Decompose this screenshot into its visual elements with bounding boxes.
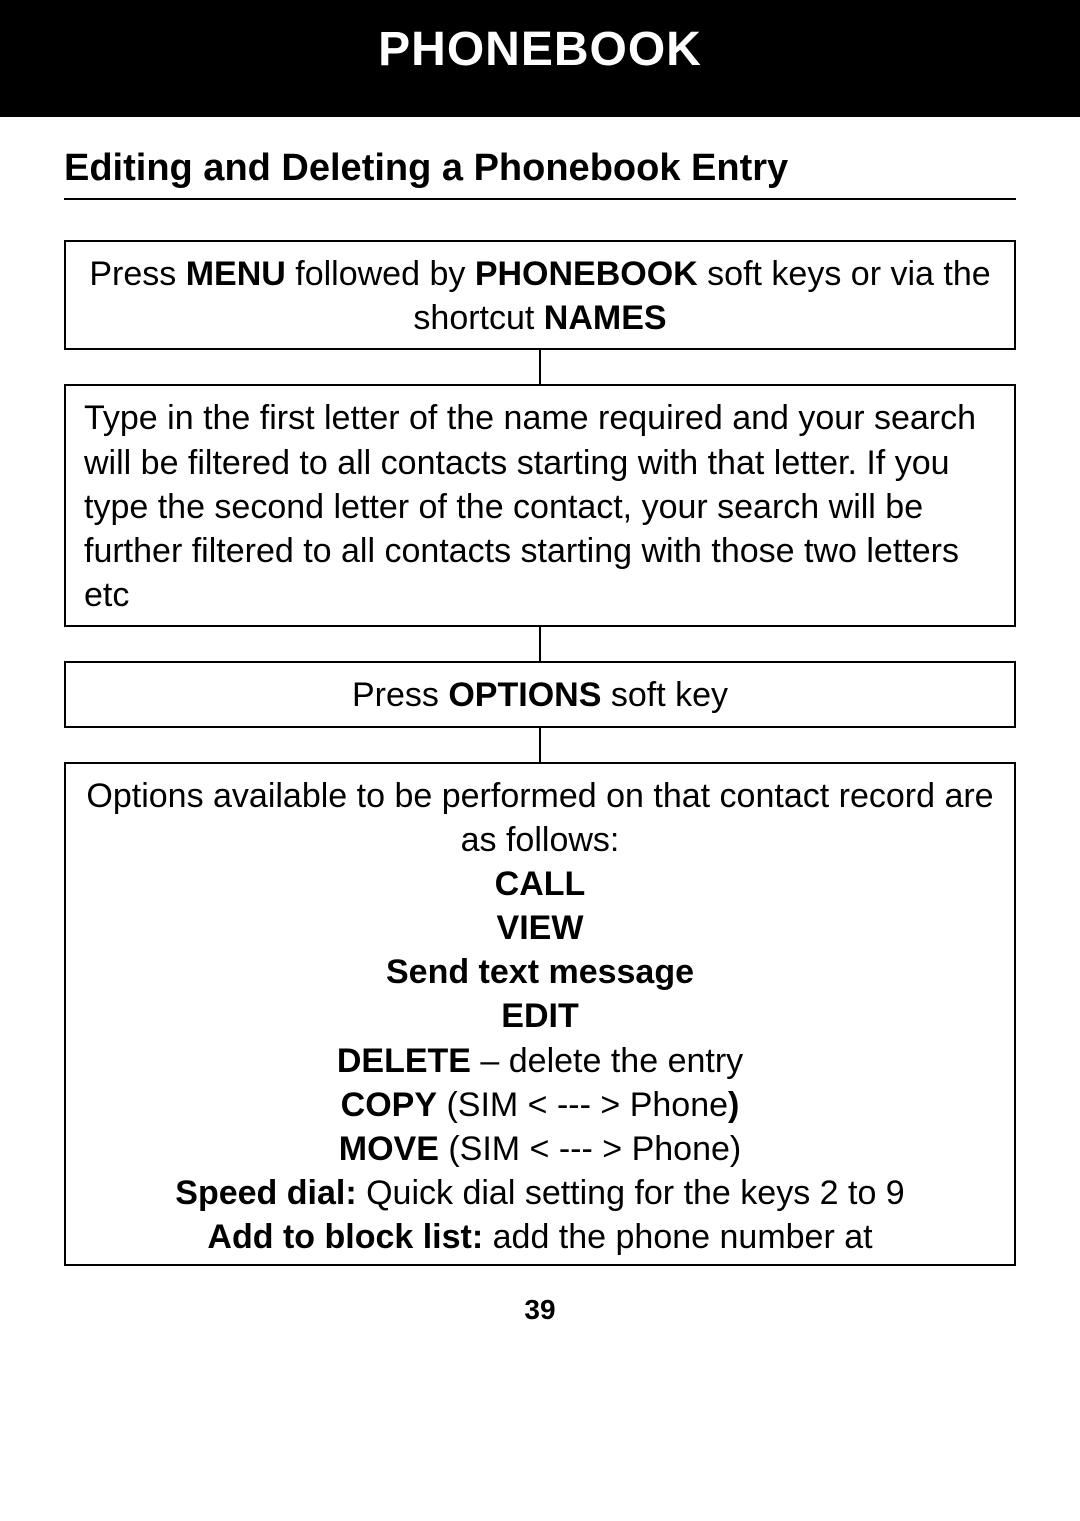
text: – delete the entry — [471, 1042, 743, 1080]
text: Press — [352, 676, 448, 714]
option-move: MOVE (SIM < --- > Phone) — [84, 1127, 996, 1171]
flow-connector — [539, 728, 541, 762]
text: (SIM < --- > Phone — [437, 1086, 728, 1124]
bold-label: MOVE — [339, 1130, 439, 1168]
step-box-1: Press MENU followed by PHONEBOOK soft ke… — [64, 240, 1016, 350]
text: Type in the first letter of the name req… — [84, 399, 976, 614]
option-copy: COPY (SIM < --- > Phone) — [84, 1083, 996, 1127]
page-title: PHONEBOOK — [0, 22, 1080, 77]
bold-label: Add to block list: — [207, 1218, 483, 1256]
flow-connector — [539, 350, 541, 384]
step-box-2: Type in the first letter of the name req… — [64, 384, 1016, 627]
phonebook-key-label: PHONEBOOK — [475, 255, 698, 293]
section-heading: Editing and Deleting a Phonebook Entry — [64, 147, 1016, 200]
text: add the phone number at — [483, 1218, 872, 1256]
flowchart: Press MENU followed by PHONEBOOK soft ke… — [64, 240, 1016, 1266]
text: (SIM < --- > Phone) — [439, 1130, 741, 1168]
step-box-3: Press OPTIONS soft key — [64, 661, 1016, 727]
option-send-text: Send text message — [84, 950, 996, 994]
bold-label: COPY — [341, 1086, 437, 1124]
bold-label: ) — [728, 1086, 739, 1124]
bold-label: DELETE — [337, 1042, 471, 1080]
option-delete: DELETE – delete the entry — [84, 1039, 996, 1083]
bold-label: Speed dial: — [175, 1174, 356, 1212]
option-call: CALL — [84, 862, 996, 906]
flow-connector — [539, 627, 541, 661]
text: soft key — [601, 676, 728, 714]
option-speed-dial: Speed dial: Quick dial setting for the k… — [84, 1171, 996, 1215]
content-area: Editing and Deleting a Phonebook Entry P… — [0, 117, 1080, 1326]
option-edit: EDIT — [84, 994, 996, 1038]
options-intro: Options available to be performed on tha… — [84, 774, 996, 862]
text: followed by — [286, 255, 475, 293]
text: Press — [89, 255, 185, 293]
page-number: 39 — [64, 1294, 1016, 1326]
step-box-4: Options available to be performed on tha… — [64, 762, 1016, 1266]
names-key-label: NAMES — [544, 299, 667, 337]
option-block-list: Add to block list: add the phone number … — [84, 1215, 996, 1259]
options-key-label: OPTIONS — [448, 676, 601, 714]
menu-key-label: MENU — [186, 255, 286, 293]
option-view: VIEW — [84, 906, 996, 950]
header-bar: PHONEBOOK — [0, 0, 1080, 117]
text: Quick dial setting for the keys 2 to 9 — [357, 1174, 905, 1212]
